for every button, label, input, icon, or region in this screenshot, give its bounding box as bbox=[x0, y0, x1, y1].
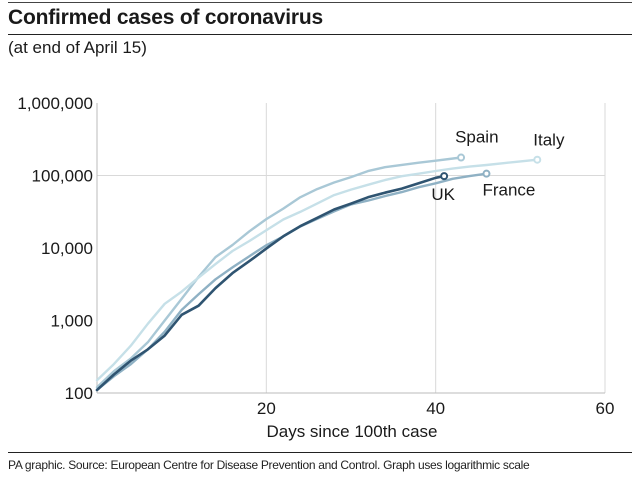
italy-line bbox=[95, 158, 539, 382]
chart-title: Confirmed cases of coronavirus bbox=[8, 6, 323, 29]
x-axis-label: Days since 100th case bbox=[266, 422, 437, 441]
x-tick-label: 20 bbox=[257, 399, 276, 418]
spain-line bbox=[95, 156, 463, 389]
y-tick-label: 1,000,000 bbox=[17, 94, 93, 113]
series-labels: Spain Italy France UK bbox=[431, 128, 565, 205]
france-label: France bbox=[482, 181, 535, 200]
uk-line bbox=[95, 174, 446, 392]
x-tick-label: 60 bbox=[596, 399, 615, 418]
uk-end-marker bbox=[440, 172, 449, 181]
italy-end-marker bbox=[533, 155, 542, 164]
grid bbox=[97, 103, 606, 393]
y-tick-label: 100 bbox=[65, 384, 93, 403]
top-rule bbox=[8, 2, 632, 3]
france-line bbox=[95, 172, 488, 392]
chart-subtitle: (at end of April 15) bbox=[8, 38, 147, 57]
uk-label: UK bbox=[431, 185, 455, 204]
y-tick-label: 10,000 bbox=[41, 239, 93, 258]
spain-label: Spain bbox=[455, 128, 498, 147]
y-tick-label: 1,000 bbox=[50, 312, 93, 331]
axes: 20 40 60 100 1,000 10,000 100,000 1,000,000 bbox=[17, 94, 614, 418]
title-rule bbox=[8, 34, 632, 35]
y-tick-label: 100,000 bbox=[32, 167, 93, 186]
italy-label: Italy bbox=[533, 131, 565, 150]
series-lines bbox=[95, 153, 542, 392]
france-end-marker bbox=[482, 169, 491, 178]
spain-end-marker bbox=[457, 153, 466, 162]
x-tick-label: 40 bbox=[426, 399, 445, 418]
footer-source: PA graphic. Source: European Centre for … bbox=[8, 458, 530, 472]
bottom-rule bbox=[8, 452, 632, 453]
